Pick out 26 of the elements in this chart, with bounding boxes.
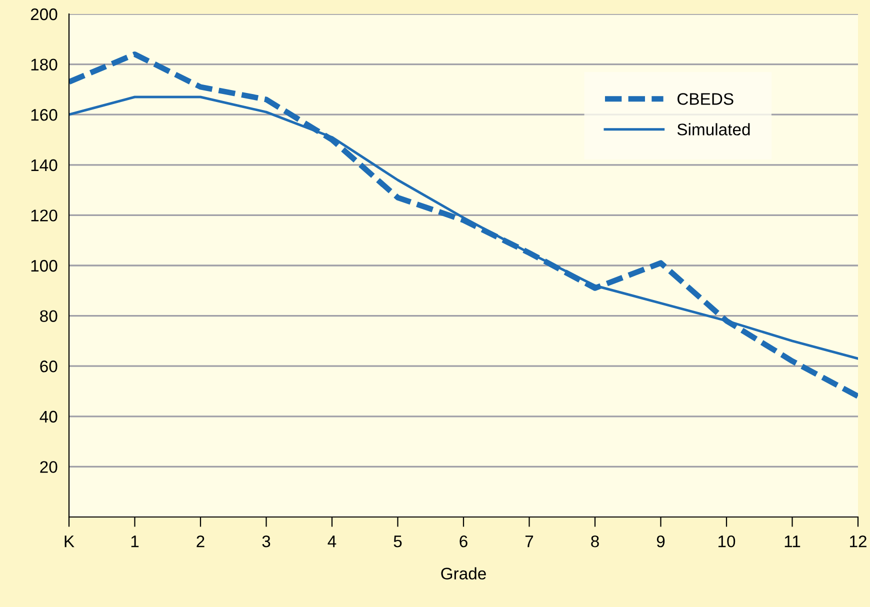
x-tick-label: 9 <box>656 535 665 548</box>
x-tick-label: 5 <box>394 536 402 548</box>
x-tick-label: 12 <box>850 535 866 548</box>
legend-label: Simulated <box>677 123 750 136</box>
x-tick-label: 8 <box>591 535 599 548</box>
y-tick-label: 140 <box>31 159 58 172</box>
x-tick-label: 2 <box>196 535 204 548</box>
x-tick-label: 10 <box>718 535 736 548</box>
y-tick-label: 120 <box>31 210 58 222</box>
y-tick-label: 40 <box>40 410 58 423</box>
legend-label: CBEDS <box>678 93 734 105</box>
x-tick-label: 11 <box>784 536 800 548</box>
y-tick-label: 20 <box>40 461 58 473</box>
x-tick-label: 7 <box>525 536 534 548</box>
x-axis-title: Grade <box>441 567 486 580</box>
y-tick-label: 200 <box>30 8 58 20</box>
x-tick-label: 3 <box>262 535 270 548</box>
y-tick-label: 100 <box>31 260 58 272</box>
y-tick-label: 80 <box>40 310 58 322</box>
y-tick-label: 60 <box>40 360 58 372</box>
x-tick-label: K <box>64 536 74 548</box>
x-tick-label: 6 <box>460 535 468 548</box>
x-tick-label: 1 <box>131 536 139 548</box>
y-tick-label: 180 <box>31 58 58 71</box>
y-tick-label: 160 <box>31 109 58 121</box>
x-tick-label: 4 <box>328 536 336 548</box>
